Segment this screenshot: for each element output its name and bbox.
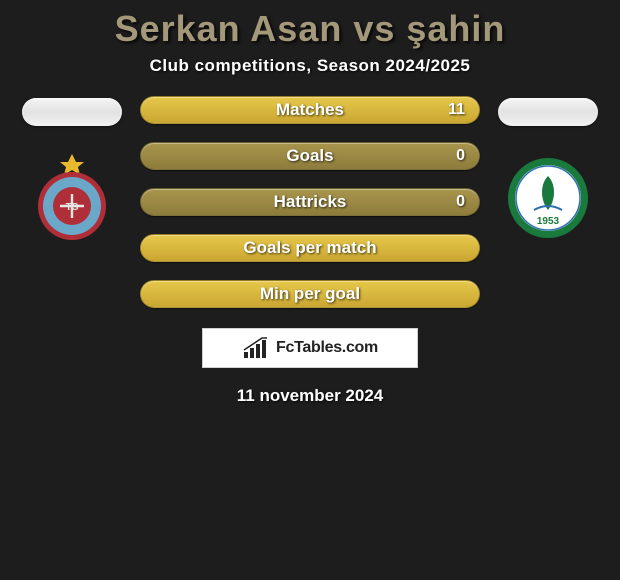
star-icon <box>60 154 84 175</box>
comparison-card: Serkan Asan vs şahin Club competitions, … <box>0 0 620 406</box>
svg-text:TS: TS <box>66 202 79 213</box>
page-date: 11 november 2024 <box>0 386 620 406</box>
middle-section: TS Matches 11 Goals 0 Hattricks 0 Goals … <box>0 96 620 308</box>
stat-label: Min per goal <box>141 281 479 307</box>
page-subtitle: Club competitions, Season 2024/2025 <box>0 56 620 76</box>
page-title: Serkan Asan vs şahin <box>0 8 620 50</box>
left-player-panel <box>22 98 122 126</box>
stat-row: Matches 11 <box>140 96 480 124</box>
stat-value-right: 11 <box>448 97 465 123</box>
stat-row: Goals per match <box>140 234 480 262</box>
stat-label: Goals per match <box>141 235 479 261</box>
rizespor-logo: 1953 <box>498 154 598 240</box>
barchart-icon <box>242 337 268 359</box>
stat-row: Min per goal <box>140 280 480 308</box>
left-column: TS <box>22 96 122 240</box>
attribution-badge: FcTables.com <box>202 328 418 368</box>
stat-label: Matches <box>141 97 479 123</box>
trabzonspor-logo: TS <box>22 154 122 240</box>
attribution-text: FcTables.com <box>276 339 378 357</box>
right-column: 1953 <box>498 96 598 240</box>
stat-value-right: 0 <box>456 189 465 215</box>
stat-row: Goals 0 <box>140 142 480 170</box>
stat-label: Goals <box>141 143 479 169</box>
stat-label: Hattricks <box>141 189 479 215</box>
stats-list: Matches 11 Goals 0 Hattricks 0 Goals per… <box>140 96 480 308</box>
club-year: 1953 <box>537 216 560 227</box>
stat-value-right: 0 <box>456 143 465 169</box>
stat-row: Hattricks 0 <box>140 188 480 216</box>
right-player-panel <box>498 98 598 126</box>
